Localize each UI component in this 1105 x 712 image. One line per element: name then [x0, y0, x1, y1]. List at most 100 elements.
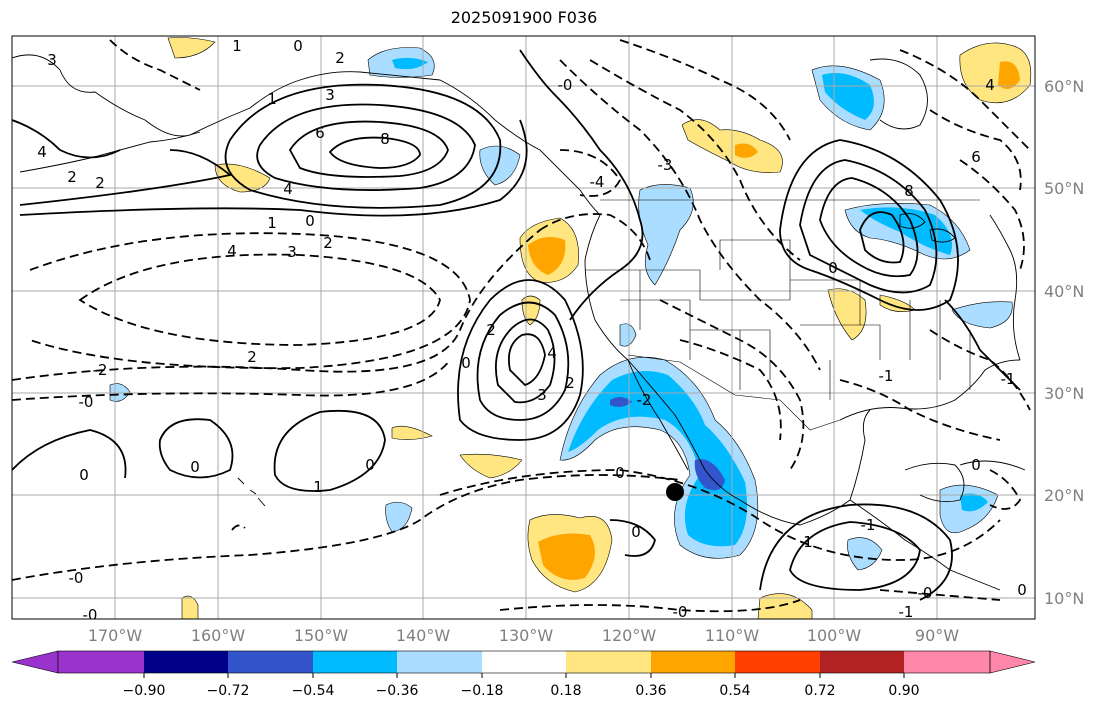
- contour-label: 6: [315, 124, 325, 142]
- positive-area: [181, 595, 199, 619]
- contour-line: [619, 39, 791, 141]
- colorbar-frame: [57, 650, 991, 674]
- contour-line: [12, 229, 541, 381]
- negative-area: [610, 396, 632, 407]
- contour-label: -1: [861, 516, 876, 534]
- lon-tick-label: 110°W: [704, 626, 760, 645]
- lon-tick-label: 100°W: [806, 626, 862, 645]
- contour-label: 4: [227, 242, 237, 260]
- contour-label: 2: [323, 234, 333, 252]
- contour-line: [659, 299, 805, 471]
- contour-label: 8: [380, 130, 390, 148]
- contour-label: 4: [37, 143, 47, 161]
- lat-tick-label: 30°N: [1044, 384, 1085, 403]
- contour-label: 4: [283, 180, 293, 198]
- colorbar-tick-label: 0.18: [550, 683, 582, 699]
- contour-label: -0: [558, 76, 573, 94]
- map-frame: [11, 35, 1036, 620]
- alaska-coast: [12, 54, 601, 216]
- positive-area: [959, 42, 1032, 104]
- contour-labels: 3 1 0 2 3 1 6 8 4 2 4 2 1 0 2 4 3 2 0 2 …: [37, 37, 1027, 621]
- contour-label: -1: [879, 367, 894, 385]
- colorbar-bin: [397, 651, 482, 673]
- contour-label: 2: [67, 168, 77, 186]
- storm-center-marker: [666, 483, 684, 501]
- contour-label: -2: [637, 391, 652, 409]
- coastlines: [12, 54, 1026, 591]
- contour-line: [799, 159, 938, 294]
- contour-label: 3: [325, 86, 335, 104]
- contour-label: 2: [335, 49, 345, 67]
- lon-tick-label: 90°W: [914, 626, 960, 645]
- contour-label: -0: [69, 569, 84, 587]
- map-title: 2025091900 F036: [450, 8, 598, 27]
- contour-line: [224, 83, 502, 209]
- positive-area: [391, 425, 433, 440]
- contour-line: [507, 333, 546, 387]
- colorbar-bin: [144, 651, 228, 673]
- colorbar-bin: [313, 651, 397, 673]
- colorbar-bin: [228, 651, 313, 673]
- contour-label: -0: [79, 393, 94, 411]
- colorbar-tick-label: −0.54: [291, 683, 335, 699]
- east-coast: [989, 214, 1021, 361]
- colorbar-bin: [566, 651, 651, 673]
- contour-label: 2: [247, 348, 257, 366]
- contour-label: -1: [899, 603, 914, 621]
- contour-line: [12, 474, 681, 581]
- contour-line: [439, 469, 1001, 561]
- colorbar-tick-label: −0.72: [206, 683, 250, 699]
- hudson-bay: [869, 58, 928, 130]
- contour-line: [109, 39, 201, 91]
- contour-line: [859, 211, 905, 264]
- mexico-gulf-coast: [849, 409, 871, 501]
- contour-label: 0: [971, 456, 981, 474]
- contour-label: 2: [486, 321, 496, 339]
- colorbar-bin: [820, 651, 904, 673]
- contour-label: 0: [305, 212, 315, 230]
- contour-line: [879, 589, 1001, 601]
- lat-tick-label: 20°N: [1044, 486, 1085, 505]
- contour-label: -0: [673, 603, 688, 621]
- contour-label: 0: [828, 259, 838, 277]
- negative-area: [568, 371, 748, 547]
- colorbar-extend-high: [989, 650, 1036, 674]
- lon-tick-label: 140°W: [395, 626, 451, 645]
- contour-line: [495, 318, 556, 404]
- colorbar-bin: [735, 651, 820, 673]
- lat-tick-label: 40°N: [1044, 282, 1085, 301]
- contour-label: -0: [918, 584, 933, 602]
- contour-label: 1: [232, 37, 242, 55]
- shaded-anomaly-areas: [109, 37, 1032, 619]
- colorbar-tick-label: 0.72: [804, 683, 836, 699]
- contour-line: [929, 329, 1031, 411]
- contour-line: [256, 103, 476, 191]
- positive-area: [538, 533, 595, 580]
- contour-line: [12, 429, 127, 479]
- lon-tick-label: 170°W: [87, 626, 143, 645]
- contours-dashed: [12, 39, 1031, 613]
- contour-label: -1: [1001, 370, 1016, 388]
- negative-area: [638, 184, 694, 286]
- positive-area: [167, 37, 216, 59]
- contour-label: 4: [547, 344, 557, 362]
- lon-tick-label: 120°W: [601, 626, 657, 645]
- contour-line: [288, 120, 449, 178]
- colorbar-bin: [482, 651, 566, 673]
- contour-label: 2: [95, 174, 105, 192]
- contour-line: [839, 379, 1001, 441]
- colorbar-tick-label: −0.36: [375, 683, 419, 699]
- baja-peninsula: [627, 359, 689, 471]
- contour-line: [231, 524, 246, 531]
- contour-line: [519, 49, 644, 321]
- contour-label: 0: [293, 37, 303, 55]
- contour-label: 0: [190, 458, 200, 476]
- contour-line: [609, 519, 656, 557]
- negative-area: [951, 301, 1013, 329]
- contour-line: [328, 136, 421, 169]
- lat-tick-label: 10°N: [1044, 589, 1085, 608]
- contour-label: 0: [631, 523, 641, 541]
- colorbar-bin: [651, 651, 735, 673]
- contour-label: -4: [590, 173, 605, 191]
